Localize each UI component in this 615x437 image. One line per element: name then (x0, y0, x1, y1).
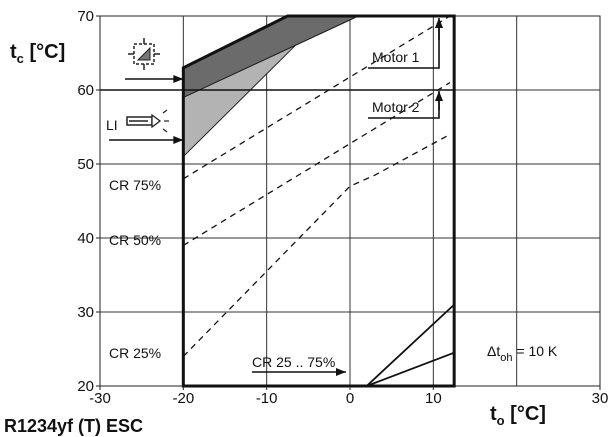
y-tick-label: 20 (77, 378, 94, 395)
cr-curves (182, 15, 455, 387)
injection-bands (182, 15, 359, 158)
label-cr-range: CR 25 .. 75% (252, 354, 335, 370)
grid (99, 15, 601, 387)
x-tick-label: 0 (346, 390, 354, 407)
arrow-motor1-head (435, 18, 443, 28)
label-motor2: Motor 2 (372, 99, 420, 115)
tick-labels: -30 -20 -10 0 10 30 20 30 40 50 60 70 (77, 8, 608, 407)
series-line-1 (366, 351, 455, 387)
series-line-2 (182, 15, 451, 180)
arrow-valve-head (173, 75, 184, 83)
y-tick-label: 40 (77, 230, 94, 247)
y-tick-label: 60 (77, 82, 94, 99)
arrow-cr-range-head (336, 368, 346, 376)
label-cr50: CR 50% (109, 232, 161, 248)
operating-envelope (100, 14, 456, 388)
series-line-4 (182, 133, 451, 357)
arrows (109, 18, 443, 376)
x-tick-label: -20 (172, 390, 194, 407)
x-tick-label: 30 (592, 390, 609, 407)
y-tick-label: 30 (77, 304, 94, 321)
label-cr25: CR 25% (109, 345, 161, 361)
label-li: LI (106, 117, 118, 133)
x-tick-label: 10 (425, 390, 442, 407)
envelope-outline (181, 14, 456, 388)
label-delta-toh: Δtoh = 10 K (487, 343, 558, 364)
label-cr75: CR 75% (109, 177, 161, 193)
valve-icon (128, 38, 160, 70)
y-tick-label: 70 (77, 8, 94, 25)
x-tick-label: -30 (89, 390, 111, 407)
x-axis-title: to [°C] (490, 403, 546, 428)
label-motor1: Motor 1 (372, 49, 420, 65)
band-economizer (182, 15, 359, 99)
x-tick-label: -10 (256, 390, 278, 407)
y-axis-title: tc [°C] (10, 41, 65, 66)
y-tick-label: 50 (77, 156, 94, 173)
liquid-injection-icon (126, 109, 169, 133)
series-line-3 (182, 82, 451, 246)
arrow-motor2-head (435, 91, 443, 101)
refrigerant-footer: R1234yf (T) ESC (4, 416, 144, 436)
series-line-0 (366, 303, 455, 387)
arrow-li-head (173, 136, 184, 144)
